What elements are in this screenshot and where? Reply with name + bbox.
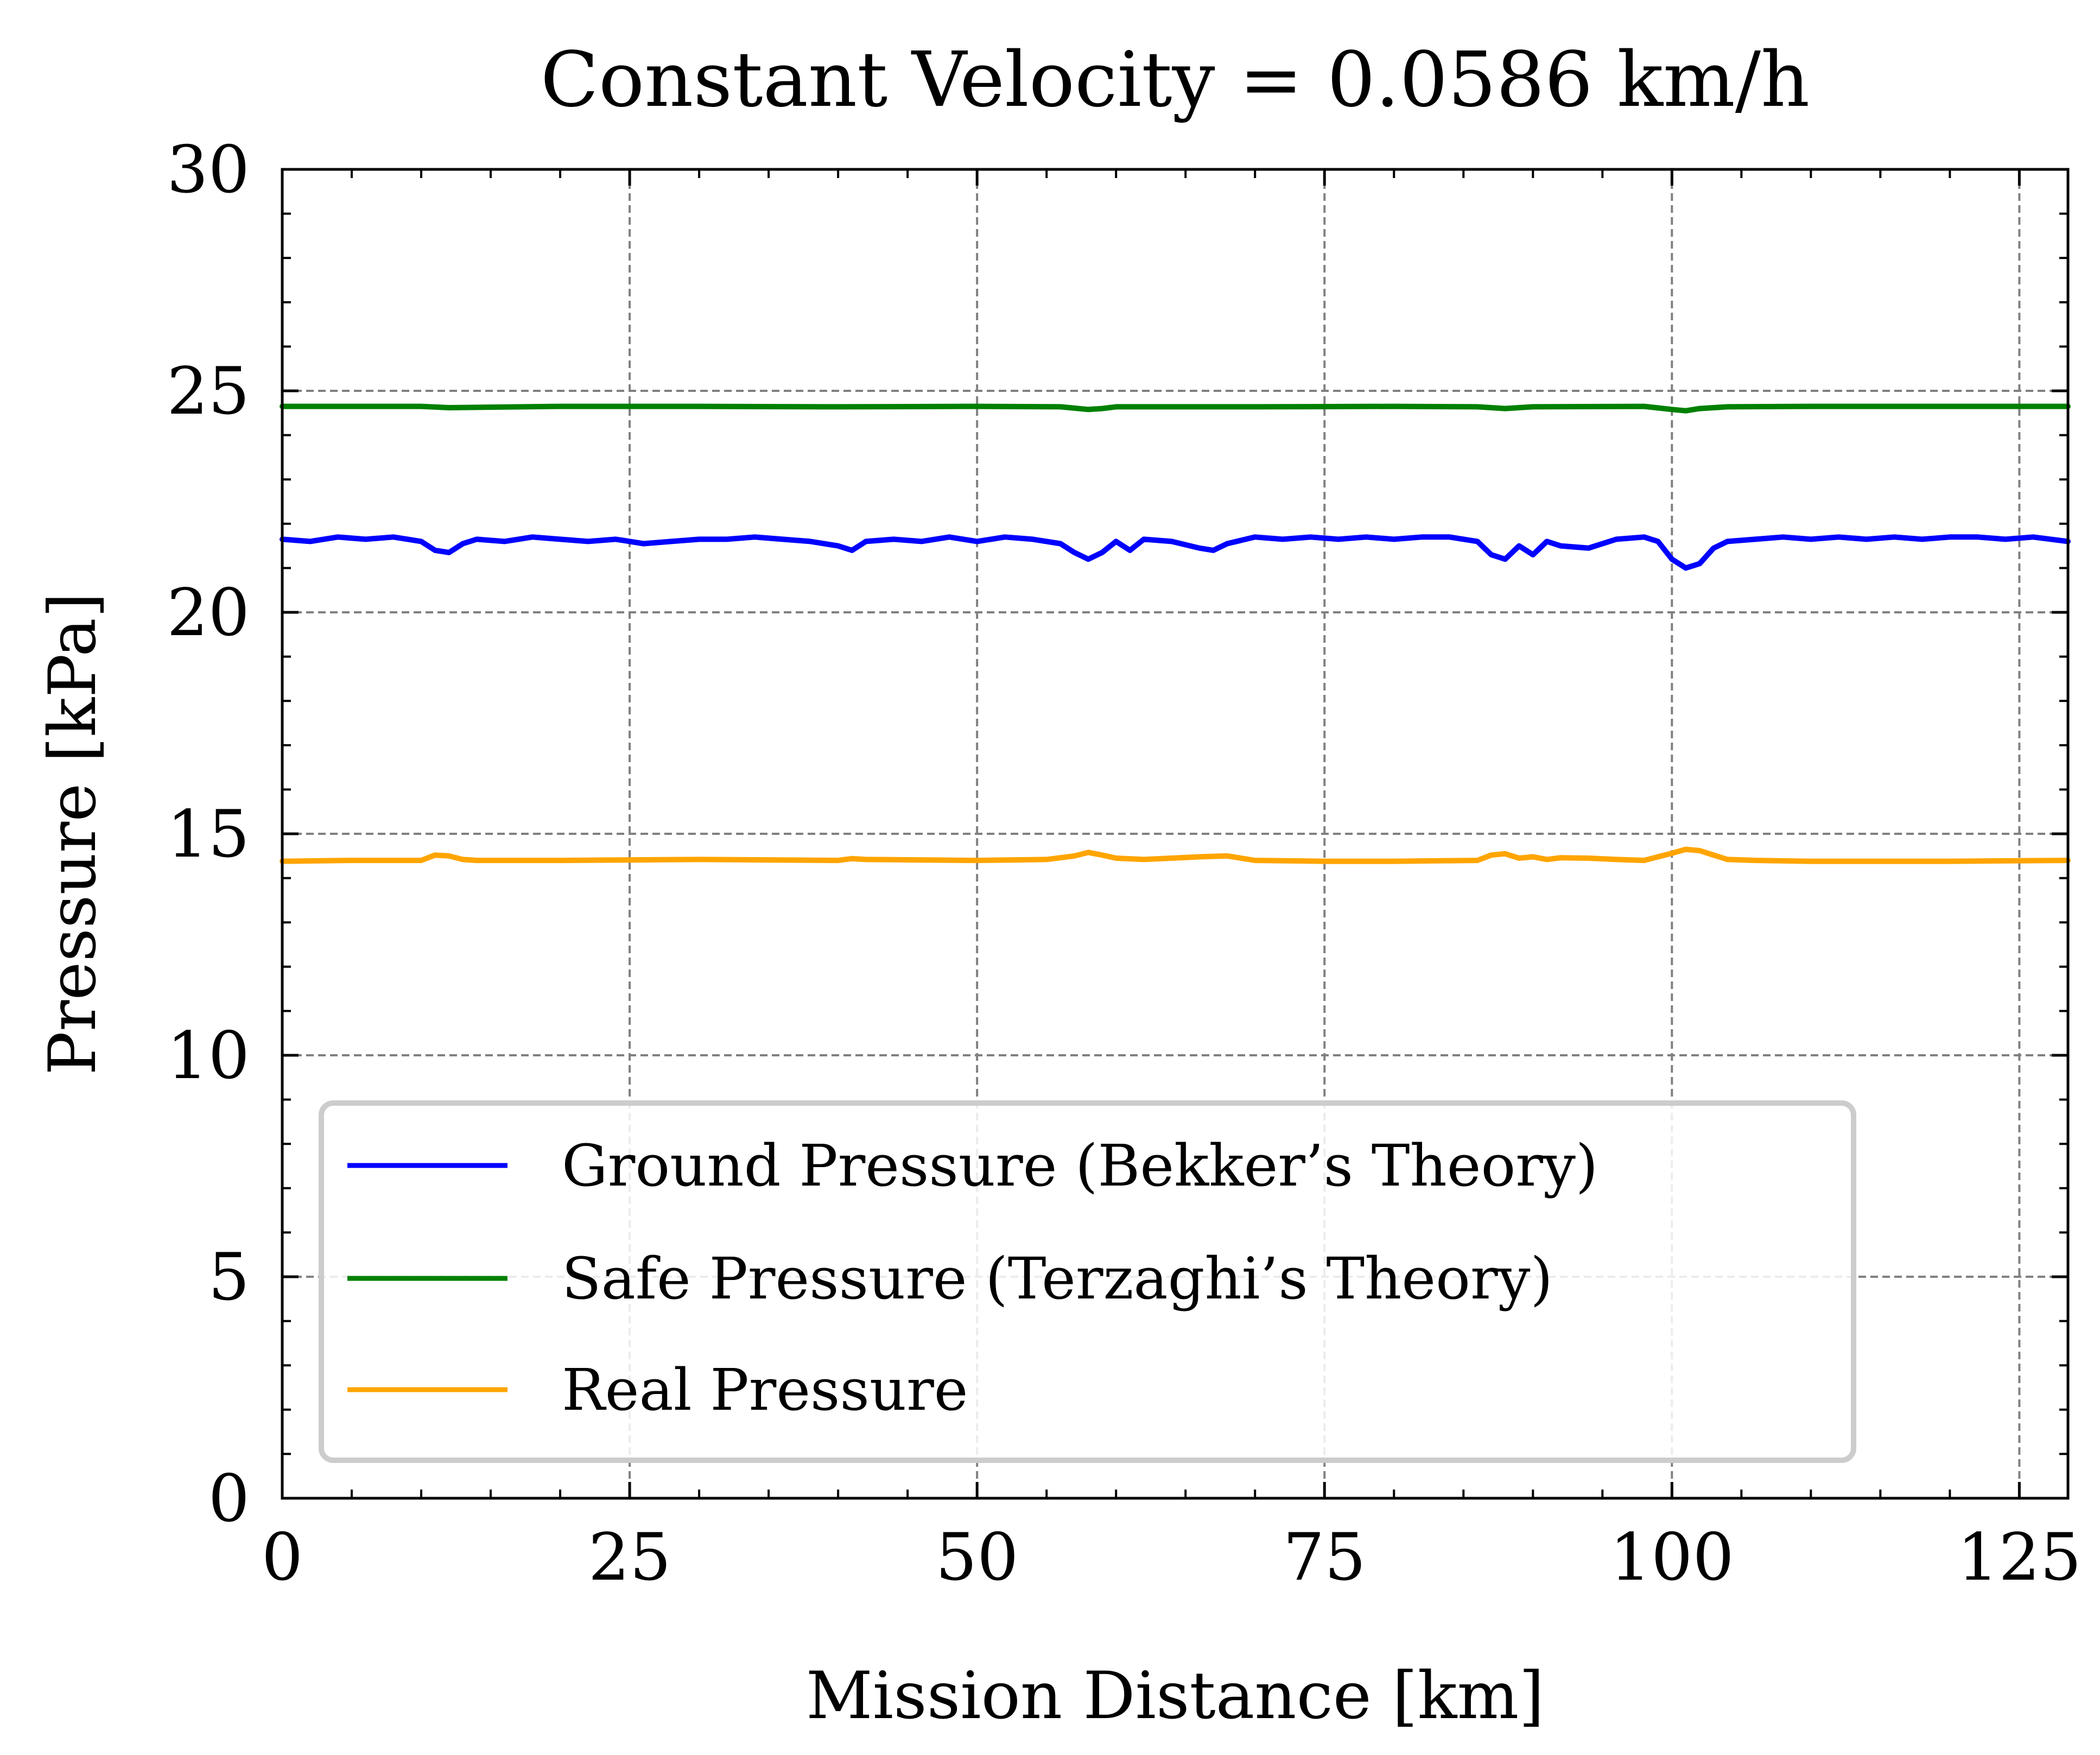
y-axis-title: Pressure [kPa] xyxy=(35,592,111,1075)
x-tick-label: 0 xyxy=(262,1520,303,1595)
x-tick-label: 100 xyxy=(1610,1520,1734,1595)
x-tick-label: 25 xyxy=(588,1520,671,1595)
tick-labels: 0 25 50 75 100 125 0 5 10 15 20 25 30 xyxy=(167,132,2082,1595)
y-tick-label: 20 xyxy=(167,575,250,651)
x-tick-label: 125 xyxy=(1957,1520,2082,1595)
legend-label-real-pressure: Real Pressure xyxy=(562,1357,968,1423)
legend-label-safe-pressure: Safe Pressure (Terzaghi’s Theory) xyxy=(562,1245,1553,1312)
series-line-real-pressure xyxy=(280,846,2071,864)
x-tick-label: 50 xyxy=(936,1520,1019,1595)
series-line-safe-pressure xyxy=(280,403,2071,414)
x-tick-label: 75 xyxy=(1283,1520,1366,1595)
series-layer xyxy=(280,403,2071,864)
y-tick-label: 0 xyxy=(208,1461,250,1537)
y-tick-label: 10 xyxy=(167,1018,250,1094)
y-tick-label: 30 xyxy=(167,132,250,208)
series-line-ground-pressure xyxy=(280,534,2071,571)
plot-frame xyxy=(281,168,2070,1500)
legend-box xyxy=(319,1100,1856,1463)
legend-label-ground-pressure: Ground Pressure (Bekker’s Theory) xyxy=(562,1132,1598,1199)
y-tick-label: 5 xyxy=(208,1240,250,1315)
ticks xyxy=(281,168,2068,1500)
y-tick-label: 15 xyxy=(167,797,250,872)
chart-title: Constant Velocity = 0.0586 km/h xyxy=(541,36,1810,124)
legend: Ground Pressure (Bekker’s Theory) Safe P… xyxy=(319,1100,1856,1463)
x-axis-title: Mission Distance [km] xyxy=(806,1658,1544,1734)
y-tick-label: 25 xyxy=(167,354,250,429)
